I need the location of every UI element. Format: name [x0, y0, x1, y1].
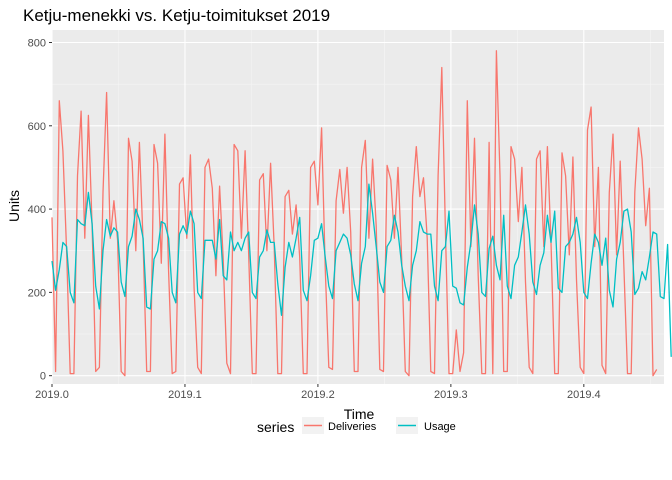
x-tick-label: 2019.0	[35, 389, 69, 401]
chart-title: Ketju-menekki vs. Ketju-toimitukset 2019	[23, 6, 330, 25]
x-tick-label: 2019.3	[434, 389, 468, 401]
y-tick-label: 800	[28, 37, 46, 49]
y-tick-label: 200	[28, 287, 46, 299]
plot-panel	[51, 30, 672, 384]
panel-background	[52, 30, 664, 384]
series-line-usage	[51, 183, 672, 357]
y-tick-label: 0	[40, 371, 46, 383]
x-axis-title: Time	[344, 406, 375, 422]
legend: series Deliveries Usage	[257, 417, 456, 435]
legend-label: Usage	[424, 421, 456, 433]
x-axis: 2019.0 2019.1 2019.2 2019.3 2019.4	[35, 384, 601, 401]
series-line-deliveries	[51, 50, 658, 377]
x-tick-label: 2019.1	[168, 389, 202, 401]
x-tick-label: 2019.2	[301, 389, 335, 401]
x-tick-label: 2019.4	[567, 389, 601, 401]
legend-label: Deliveries	[328, 421, 377, 433]
y-tick-label: 600	[28, 121, 46, 133]
y-axis-title: Units	[6, 190, 22, 222]
legend-title: series	[257, 419, 294, 435]
y-tick-label: 400	[28, 204, 46, 216]
y-axis: 0 200 400 600 800	[28, 37, 52, 383]
